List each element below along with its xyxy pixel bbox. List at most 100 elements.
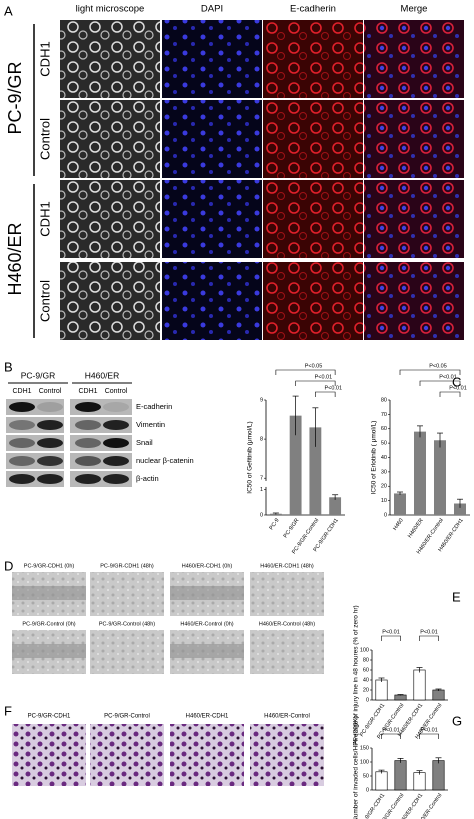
blot-band	[103, 402, 129, 412]
y-tick-label: 80	[363, 657, 369, 663]
blot-group: H460/ER	[85, 370, 120, 380]
y-tick-label: 0	[366, 697, 369, 703]
micrograph	[60, 262, 160, 340]
y-axis-label: IC50 of Erlotinib ( μmol/L)	[371, 421, 378, 495]
invasion-image	[12, 724, 86, 786]
bar	[414, 431, 426, 515]
micrograph	[60, 100, 160, 178]
bar	[432, 760, 445, 791]
y-axis-label: Number of invaded cells/HPF (200X)	[353, 716, 360, 819]
y-tick-label: 1	[260, 487, 263, 493]
lane-label: Control	[39, 388, 62, 395]
x-tick-label: H460	[392, 518, 404, 532]
protein-label: β-actin	[136, 474, 159, 483]
blot-band	[103, 474, 129, 484]
image-label: H460/ER-CDH1	[186, 714, 229, 720]
micrograph	[364, 180, 464, 258]
panel-d: PC-9/GR-CDH1 (0h) PC-9/GR-CDH1 (48h) H460/…	[12, 563, 324, 674]
blot-band	[9, 456, 35, 466]
panel-f: PC-9/GR-CDH1 PC-9/GR-Control H460/ER-CDH1 H…	[12, 714, 324, 786]
bar	[394, 760, 407, 791]
x-tick-label: PC-9/GR-CDH1	[359, 793, 386, 819]
bar	[394, 493, 406, 515]
panel-letter: B	[4, 359, 13, 374]
micrograph	[364, 20, 464, 98]
significance-bracket	[381, 733, 401, 739]
y-tick-label: 50	[381, 441, 387, 447]
significance-label: P<0.01	[420, 629, 438, 635]
lane-label: CDH1	[12, 388, 31, 395]
micrograph	[162, 262, 262, 340]
significance-label: P<0.05	[429, 363, 447, 369]
image-label: PC-9/GR-Control (48h)	[99, 621, 155, 627]
significance-label: P<0.01	[420, 727, 438, 733]
wound-image	[90, 630, 164, 674]
protein-label: Vimentin	[136, 420, 165, 429]
blot-band	[9, 420, 35, 430]
panel-letter: A	[4, 3, 13, 18]
wound-image	[250, 630, 324, 674]
micrograph	[162, 100, 262, 178]
x-tick-label: PC-9	[269, 518, 281, 532]
bar	[375, 679, 388, 701]
image-label: H460/ER-CDH1 (48h)	[260, 563, 314, 569]
x-tick-label: PC-9/GR	[283, 518, 301, 540]
y-tick-label: 7	[260, 476, 263, 482]
y-tick-label: 0	[384, 512, 387, 518]
micrograph	[60, 180, 160, 258]
blot-band	[9, 438, 35, 448]
row-label: Control	[37, 280, 52, 322]
panel-letter: G	[452, 713, 462, 728]
significance-label: P<0.01	[315, 374, 333, 380]
significance-bracket	[419, 733, 439, 739]
micrograph	[263, 100, 363, 178]
blot-band	[37, 402, 63, 412]
y-tick-label: 100	[360, 759, 369, 765]
y-axis-label: Average of injury line in 48 houres (% o…	[353, 605, 360, 744]
significance-bracket	[419, 380, 461, 386]
bar	[432, 689, 445, 701]
column-label: DAPI	[201, 4, 223, 15]
y-tick-label: 80	[381, 397, 387, 403]
y-tick-label: 30	[381, 469, 387, 475]
y-tick-label: 10	[381, 498, 387, 504]
micrograph	[60, 20, 160, 98]
y-tick-label: 8	[260, 437, 263, 443]
invasion-image	[90, 724, 164, 786]
bar	[434, 440, 446, 515]
protein-label: Snail	[136, 438, 153, 447]
significance-label: P<0.01	[324, 385, 342, 391]
blot-band	[9, 402, 35, 412]
y-tick-label: 70	[381, 412, 387, 418]
row-label: CDH1	[37, 201, 52, 236]
group-label: H460/ER	[5, 222, 25, 295]
x-tick-label: H460/ER	[407, 518, 425, 540]
panel-b: PC-9/GR H460/ER CDH1 Control CDH1 Control E-ca…	[6, 370, 194, 487]
image-label: H460/ER-Control (0h)	[180, 621, 233, 627]
micrograph	[162, 180, 262, 258]
significance-label: P<0.01	[449, 385, 467, 391]
significance-bracket	[399, 369, 461, 375]
wound-image	[90, 572, 164, 616]
significance-bracket	[419, 635, 439, 641]
blot-band	[75, 420, 101, 430]
image-label: PC-9/GR-CDH1 (48h)	[100, 563, 154, 569]
micrograph	[364, 100, 464, 178]
blot-band	[37, 456, 63, 466]
blot-band	[103, 438, 129, 448]
significance-bracket	[381, 635, 401, 641]
significance-bracket	[315, 391, 336, 397]
protein-label: nuclear β-catenin	[136, 456, 194, 465]
significance-bracket	[275, 369, 336, 375]
panel-a: light microscope DAPI E-cadherin Merge CDH1 C…	[5, 4, 464, 340]
image-label: H460/ER-Control (48h)	[259, 621, 315, 627]
bar	[454, 503, 466, 515]
micrograph	[364, 262, 464, 340]
lane-label: Control	[105, 388, 128, 395]
y-tick-label: 150	[360, 745, 369, 751]
blot-band	[103, 420, 129, 430]
row-label: CDH1	[37, 41, 52, 76]
bar	[394, 694, 407, 701]
significance-bracket	[295, 380, 336, 386]
